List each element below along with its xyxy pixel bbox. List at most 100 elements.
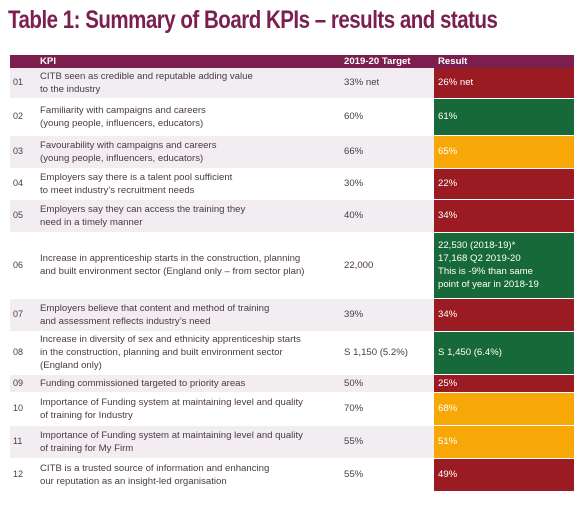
kpi-description: Funding commissioned targeted to priorit…: [36, 374, 340, 392]
kpi-target: 30%: [340, 168, 434, 199]
kpi-table: KPI 2019-20 Target Result 01 CITB seen as…: [10, 55, 574, 492]
table-row: 12 CITB is a trusted source of informatio…: [10, 458, 574, 491]
kpi-description-line: Favourability with campaigns and careers: [40, 139, 217, 151]
kpi-result-line: 25%: [438, 377, 458, 389]
kpi-description: CITB seen as credible and reputable addi…: [36, 68, 340, 98]
kpi-description-line: Familiarity with campaigns and careers: [40, 104, 206, 116]
kpi-description-line: Increase in diversity of sex and ethnici…: [40, 334, 301, 345]
column-header-target: 2019-20 Target: [340, 55, 434, 68]
kpi-target: 22,000: [340, 232, 434, 298]
table-row: 03 Favourability with campaigns and caree…: [10, 135, 574, 168]
kpi-number: 01: [10, 68, 36, 98]
kpi-description-line: Importance of Funding system at maintain…: [40, 396, 303, 408]
kpi-result-line: 49%: [438, 469, 458, 480]
kpi-result-line: 65%: [438, 146, 458, 157]
kpi-target: 33% net: [340, 68, 434, 98]
kpi-description: Employers say there is a talent pool suf…: [36, 168, 340, 199]
kpi-result-green: 61%: [434, 98, 574, 135]
kpi-description-line: (England only): [40, 360, 102, 371]
kpi-result-amber: 68%: [434, 392, 574, 425]
kpi-target: 50%: [340, 374, 434, 392]
table-row: 02 Familiarity with campaigns and careers…: [10, 98, 574, 135]
kpi-description: Importance of Funding system at maintain…: [36, 425, 340, 458]
kpi-result-line: This is -9% than same: [438, 266, 533, 277]
kpi-number: 09: [10, 374, 36, 392]
kpi-description-line: Employers say there is a talent pool suf…: [40, 171, 233, 183]
table-row: 05 Employers say they can access the trai…: [10, 199, 574, 232]
kpi-target: 40%: [340, 199, 434, 232]
table-row: 06 Increase in apprenticeship starts in t…: [10, 232, 574, 298]
kpi-number: 12: [10, 458, 36, 491]
kpi-description-line: CITB seen as credible and reputable addi…: [40, 70, 253, 82]
kpi-result-red: 34%: [434, 199, 574, 232]
kpi-target: S 1,150 (5.2%): [340, 331, 434, 374]
kpi-result-red: 25%: [434, 374, 574, 392]
kpi-result-green: 22,530 (2018-19)* 17,168 Q2 2019-20 This i…: [434, 232, 574, 298]
kpi-result-line: 51%: [438, 436, 458, 447]
kpi-result-line: 22,530 (2018-19)*: [438, 240, 516, 251]
kpi-description-line: (young people, influencers, educators): [40, 152, 204, 164]
kpi-description-line: Importance of Funding system at maintain…: [40, 429, 303, 441]
kpi-result-red: 26% net: [434, 68, 574, 98]
table-header-row: KPI 2019-20 Target Result: [10, 55, 574, 68]
kpi-description-line: to the industry: [40, 83, 101, 95]
kpi-result-line: 61%: [438, 111, 458, 122]
table-row: 09 Funding commissioned targeted to prior…: [10, 374, 574, 392]
table-row: 10 Importance of Funding system at mainta…: [10, 392, 574, 425]
kpi-target: 55%: [340, 458, 434, 491]
table-row: 11 Importance of Funding system at mainta…: [10, 425, 574, 458]
kpi-result-amber: 51%: [434, 425, 574, 458]
kpi-description-line: need in a timely manner: [40, 216, 143, 228]
kpi-number: 03: [10, 135, 36, 168]
kpi-description-line: Employers say they can access the traini…: [40, 203, 246, 215]
kpi-description: Favourability with campaigns and careers…: [36, 135, 340, 168]
kpi-description-line: of training for My Firm: [40, 442, 134, 454]
kpi-description-line: in the construction, planning and built …: [40, 347, 283, 358]
kpi-result-amber: 65%: [434, 135, 574, 168]
kpi-target: 66%: [340, 135, 434, 168]
kpi-result-line: point of year in 2018-19: [438, 279, 539, 290]
kpi-target: 39%: [340, 298, 434, 331]
kpi-table-body: 01 CITB seen as credible and reputable ad…: [10, 68, 574, 491]
kpi-description-line: (young people, influencers, educators): [40, 117, 204, 129]
kpi-result-line: 17,168 Q2 2019-20: [438, 253, 521, 264]
kpi-number: 07: [10, 298, 36, 331]
kpi-description: CITB is a trusted source of information …: [36, 458, 340, 491]
kpi-result-line: 34%: [438, 210, 458, 221]
kpi-number: 04: [10, 168, 36, 199]
kpi-description-line: to meet industry’s recruitment needs: [40, 184, 195, 196]
column-header-result: Result: [434, 55, 574, 68]
kpi-number: 05: [10, 199, 36, 232]
kpi-number: 11: [10, 425, 36, 458]
kpi-result-green: S 1,450 (6.4%): [434, 331, 574, 374]
table-row: 07 Employers believe that content and met…: [10, 298, 574, 331]
kpi-result-red: 34%: [434, 298, 574, 331]
table-row: 01 CITB seen as credible and reputable ad…: [10, 68, 574, 98]
kpi-number: 10: [10, 392, 36, 425]
kpi-result-line: 26% net: [438, 77, 474, 89]
kpi-description-line: and built environment sector (England on…: [40, 266, 305, 277]
kpi-result-line: 68%: [438, 403, 458, 414]
kpi-target: 70%: [340, 392, 434, 425]
kpi-description-line: our reputation as an insight-led organis…: [40, 475, 227, 487]
kpi-description-line: Employers believe that content and metho…: [40, 302, 270, 314]
kpi-result-line: S 1,450 (6.4%): [438, 347, 502, 358]
kpi-result-red: 49%: [434, 458, 574, 491]
column-header-kpi: KPI: [36, 55, 340, 68]
kpi-description: Importance of Funding system at maintain…: [36, 392, 340, 425]
table-row: 08 Increase in diversity of sex and ethni…: [10, 331, 574, 374]
kpi-description: Familiarity with campaigns and careers (y…: [36, 98, 340, 135]
kpi-description: Increase in diversity of sex and ethnici…: [36, 331, 340, 374]
page-title: Table 1: Summary of Board KPIs – results…: [8, 6, 498, 34]
kpi-number: 06: [10, 232, 36, 298]
kpi-number: 02: [10, 98, 36, 135]
kpi-target: 55%: [340, 425, 434, 458]
kpi-description-line: Increase in apprenticeship starts in the…: [40, 253, 301, 264]
kpi-target: 60%: [340, 98, 434, 135]
kpi-result-line: 22%: [438, 178, 458, 189]
kpi-description-line: of training for Industry: [40, 409, 133, 421]
column-header-number: [10, 55, 36, 68]
kpi-result-line: 34%: [438, 309, 458, 320]
kpi-result-red: 22%: [434, 168, 574, 199]
kpi-description-line: and assessment reflects industry’s need: [40, 315, 211, 327]
